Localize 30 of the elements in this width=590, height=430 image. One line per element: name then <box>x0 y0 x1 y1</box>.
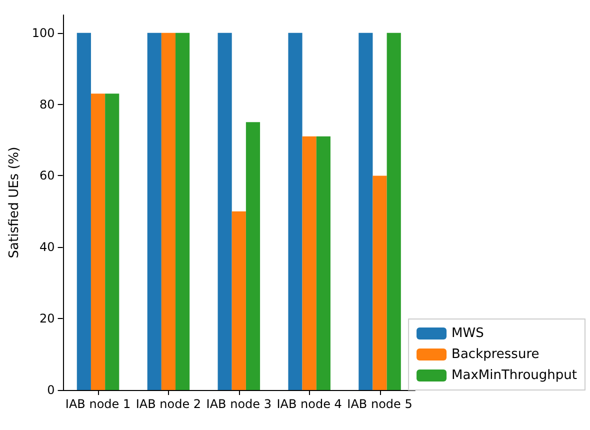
legend-label: Backpressure <box>452 347 540 362</box>
x-tick-label: IAB node 1 <box>65 397 131 411</box>
bar <box>372 176 387 390</box>
bar <box>147 32 162 390</box>
bar <box>246 122 260 390</box>
bar <box>105 94 120 390</box>
y-tick-label: 40 <box>40 240 55 254</box>
bar <box>161 32 176 390</box>
bar <box>232 211 246 390</box>
x-tick-label: IAB node 2 <box>136 397 202 411</box>
y-tick-label: 0 <box>47 383 55 397</box>
legend-label: MWS <box>452 326 484 341</box>
bar <box>288 32 302 390</box>
y-axis-title: Satisfied UEs (%) <box>7 146 22 258</box>
y-tick-label: 20 <box>40 312 55 326</box>
y-tick-label: 80 <box>40 97 55 112</box>
x-tick-label: IAB node 3 <box>206 397 272 411</box>
bar <box>358 32 373 390</box>
bar <box>316 136 330 390</box>
bar <box>76 32 91 390</box>
bar <box>302 136 316 390</box>
x-tick-label: IAB node 4 <box>276 397 342 411</box>
bar <box>176 32 190 390</box>
bar <box>218 32 232 390</box>
bar <box>386 32 401 390</box>
bar <box>90 94 106 390</box>
legend-label: MaxMinThroughput <box>452 368 578 383</box>
y-tick-label: 100 <box>32 26 55 40</box>
x-tick-label: IAB node 5 <box>347 397 412 411</box>
y-tick-label: 60 <box>40 168 55 183</box>
